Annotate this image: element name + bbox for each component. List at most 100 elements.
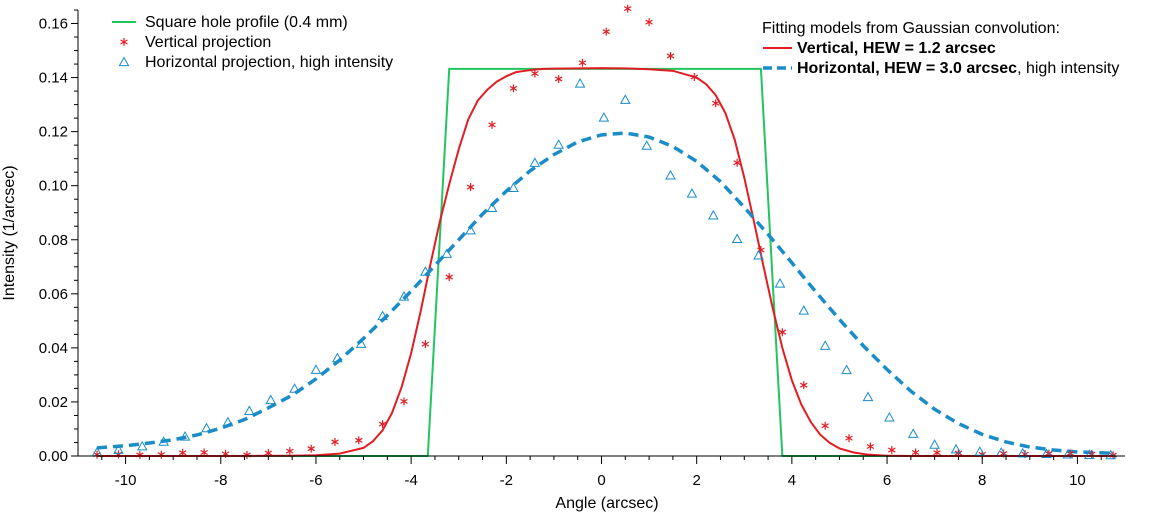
data-point-vertical-projection bbox=[666, 51, 675, 60]
legend-right: Fitting models from Gaussian convolution… bbox=[762, 20, 1119, 77]
data-point-vertical-projection bbox=[331, 437, 339, 446]
data-point-vertical-projection bbox=[378, 420, 387, 429]
data-point-horizontal-projection bbox=[1105, 449, 1117, 460]
data-point-vertical-projection bbox=[821, 421, 829, 430]
series-horizontal-projection bbox=[91, 77, 1117, 460]
data-point-horizontal-projection bbox=[243, 405, 255, 415]
data-point-vertical-projection bbox=[400, 397, 408, 406]
data-point-vertical-projection bbox=[445, 273, 453, 282]
legend-left: Square hole profile (0.4 mm) Vertical pr… bbox=[112, 14, 393, 71]
data-point-vertical-projection bbox=[488, 120, 496, 129]
data-point-horizontal-projection bbox=[974, 446, 986, 456]
legend-label-horizontal-fit: Horizontal, HEW = 3.0 arcsec, high inten… bbox=[797, 60, 1119, 77]
data-point-vertical-projection bbox=[911, 448, 920, 457]
legend-swatch-horizontal-projection bbox=[118, 56, 130, 67]
data-point-horizontal-projection bbox=[441, 248, 453, 258]
data-point-horizontal-projection bbox=[508, 182, 519, 192]
y-tick-label: 0.10 bbox=[39, 178, 68, 195]
data-point-vertical-projection bbox=[578, 58, 587, 67]
data-point-horizontal-projection bbox=[598, 112, 610, 122]
data-point-horizontal-projection bbox=[1083, 449, 1095, 460]
y-tick-label: 0.06 bbox=[39, 286, 68, 303]
data-point-horizontal-projection bbox=[907, 428, 919, 438]
data-point-horizontal-projection bbox=[179, 431, 191, 441]
data-point-vertical-projection bbox=[355, 436, 363, 445]
x-tick-label: 10 bbox=[1069, 472, 1086, 489]
legend-swatch-vertical-projection bbox=[120, 38, 128, 46]
data-point-horizontal-projection bbox=[731, 233, 743, 244]
data-point-horizontal-projection bbox=[355, 338, 367, 348]
data-point-vertical-projection bbox=[623, 4, 632, 13]
legend-label-square: Square hole profile (0.4 mm) bbox=[145, 14, 348, 31]
data-point-vertical-projection bbox=[157, 450, 166, 459]
data-point-vertical-projection bbox=[178, 448, 187, 457]
data-point-vertical-projection bbox=[866, 442, 875, 451]
data-point-horizontal-projection bbox=[841, 364, 852, 375]
y-tick-label: 0.12 bbox=[39, 124, 68, 141]
data-point-horizontal-projection bbox=[222, 416, 234, 427]
series-vertical-fit bbox=[97, 67, 1116, 457]
x-tick-label: -6 bbox=[309, 472, 322, 489]
data-point-horizontal-projection bbox=[1041, 448, 1052, 458]
legend-label-vertical-fit: Vertical, HEW = 1.2 arcsec bbox=[797, 40, 996, 57]
data-point-horizontal-projection bbox=[774, 278, 786, 288]
data-point-vertical-projection bbox=[602, 27, 611, 36]
data-point-vertical-projection bbox=[307, 444, 315, 453]
data-point-vertical-projection bbox=[286, 447, 294, 456]
data-point-vertical-projection bbox=[888, 446, 896, 455]
y-tick-label: 0.00 bbox=[39, 448, 68, 465]
data-point-horizontal-projection bbox=[310, 364, 322, 374]
legend-label-horizontal-projection: Horizontal projection, high intensity bbox=[145, 54, 393, 71]
data-point-horizontal-projection bbox=[289, 383, 300, 393]
data-point-horizontal-projection bbox=[1017, 447, 1029, 458]
x-tick-label: 8 bbox=[978, 472, 986, 489]
legend-label-vertical-projection: Vertical projection bbox=[145, 34, 271, 51]
x-tick-label: 4 bbox=[788, 472, 796, 489]
data-point-vertical-projection bbox=[509, 84, 518, 93]
data-point-horizontal-projection bbox=[420, 266, 431, 276]
y-tick-label: 0.04 bbox=[39, 340, 68, 357]
data-point-horizontal-projection bbox=[398, 290, 410, 301]
data-point-horizontal-projection bbox=[950, 443, 962, 454]
data-point-horizontal-projection bbox=[465, 224, 476, 235]
data-point-horizontal-projection bbox=[665, 169, 676, 180]
y-axis-title: Intensity (1/arcsec) bbox=[1, 165, 18, 300]
x-tick-label: -2 bbox=[500, 472, 513, 489]
data-point-vertical-projection bbox=[136, 450, 144, 459]
data-point-vertical-projection bbox=[531, 69, 539, 78]
data-point-horizontal-projection bbox=[619, 94, 631, 104]
data-point-vertical-projection bbox=[933, 448, 941, 457]
data-point-vertical-projection bbox=[114, 450, 123, 459]
legend-asterisk-marker bbox=[120, 38, 128, 46]
data-point-horizontal-projection bbox=[332, 352, 343, 363]
y-tick-label: 0.14 bbox=[39, 70, 68, 87]
data-point-horizontal-projection bbox=[798, 305, 810, 315]
data-point-horizontal-projection bbox=[686, 188, 698, 198]
data-point-horizontal-projection bbox=[158, 436, 170, 446]
data-point-horizontal-projection bbox=[113, 444, 124, 454]
data-point-horizontal-projection bbox=[884, 411, 895, 422]
data-point-horizontal-projection bbox=[574, 77, 586, 88]
data-point-vertical-projection bbox=[466, 183, 475, 192]
x-tick-label: 2 bbox=[693, 472, 701, 489]
axes-layer: -10 -8 -6 -4 -2 0 2 4 6 8 10 0.00 0.02 0.04 0.06 0.08 0.… bbox=[39, 9, 1125, 489]
x-tick-label: -10 bbox=[115, 472, 137, 489]
data-point-vertical-projection bbox=[645, 18, 653, 27]
data-point-horizontal-projection bbox=[929, 439, 940, 449]
y-tick-label: 0.08 bbox=[39, 232, 68, 249]
data-point-horizontal-projection bbox=[641, 140, 653, 150]
data-point-horizontal-projection bbox=[486, 202, 498, 212]
data-point-horizontal-projection bbox=[862, 391, 874, 402]
data-point-horizontal-projection bbox=[529, 157, 541, 167]
data-point-vertical-projection bbox=[421, 340, 430, 349]
series-square-hole-profile bbox=[97, 67, 1116, 457]
data-point-horizontal-projection bbox=[553, 139, 565, 149]
legend-triangle-marker bbox=[118, 56, 130, 67]
y-tick-label: 0.16 bbox=[39, 16, 68, 33]
data-point-horizontal-projection bbox=[1062, 448, 1074, 459]
x-tick-label: -8 bbox=[214, 472, 227, 489]
series-horizontal-fit bbox=[96, 131, 1116, 456]
data-point-horizontal-projection bbox=[265, 394, 277, 405]
data-point-vertical-projection bbox=[845, 434, 853, 443]
data-point-vertical-projection bbox=[221, 449, 230, 458]
